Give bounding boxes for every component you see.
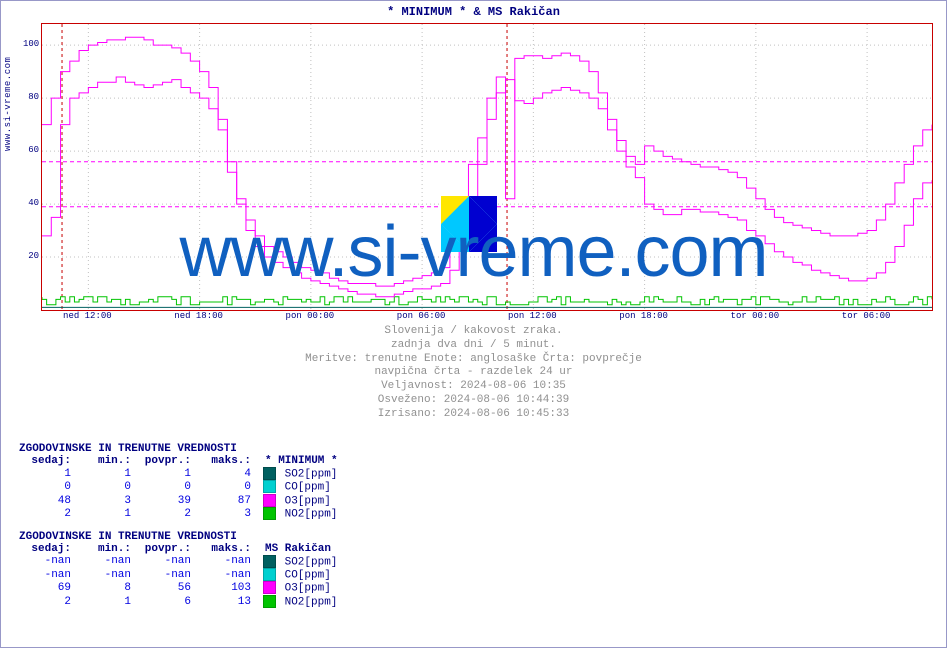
value-cell: -nan bbox=[19, 568, 79, 581]
values-table: sedaj:min.:povpr.:maks.:* MINIMUM *1114 … bbox=[19, 455, 346, 521]
color-swatch bbox=[263, 555, 276, 568]
y-tick-label: 100 bbox=[23, 39, 39, 49]
chart-frame: www.si-vreme.com * MINIMUM * & MS Rakiča… bbox=[0, 0, 947, 648]
x-tick-label: tor 06:00 bbox=[842, 311, 891, 321]
plot-svg bbox=[42, 24, 932, 310]
side-url-label: www.si-vreme.com bbox=[3, 57, 13, 151]
x-tick-label: tor 00:00 bbox=[731, 311, 780, 321]
table-heading: ZGODOVINSKE IN TRENUTNE VREDNOSTI bbox=[19, 443, 346, 455]
y-tick-label: 40 bbox=[23, 198, 39, 208]
value-cell: -nan bbox=[19, 555, 79, 568]
color-swatch bbox=[263, 467, 276, 480]
value-cell: 0 bbox=[199, 480, 259, 493]
value-cell: -nan bbox=[139, 555, 199, 568]
y-tick-label: 20 bbox=[23, 251, 39, 261]
value-cell: 2 bbox=[19, 507, 79, 520]
series-name-cell: CO[ppm] bbox=[259, 480, 346, 493]
value-cell: 1 bbox=[19, 467, 79, 480]
color-swatch bbox=[263, 480, 276, 493]
col-header: min.: bbox=[79, 455, 139, 467]
caption-line: Meritve: trenutne Enote: anglosaške Črta… bbox=[1, 353, 946, 367]
caption-line: Slovenija / kakovost zraka. bbox=[1, 325, 946, 339]
x-tick-label: pon 12:00 bbox=[508, 311, 557, 321]
value-cell: -nan bbox=[139, 568, 199, 581]
caption-line: navpična črta - razdelek 24 ur bbox=[1, 366, 946, 380]
table-row: -nan-nan-nan-nan SO2[ppm] bbox=[19, 555, 345, 568]
table-row: 4833987 O3[ppm] bbox=[19, 494, 346, 507]
caption-line: Veljavnost: 2024-08-06 10:35 bbox=[1, 380, 946, 394]
x-tick-label: ned 18:00 bbox=[174, 311, 223, 321]
value-cell: 1 bbox=[79, 507, 139, 520]
col-header: sedaj: bbox=[19, 455, 79, 467]
table-row: 21613 NO2[ppm] bbox=[19, 595, 345, 608]
col-header: min.: bbox=[79, 543, 139, 555]
value-cell: 56 bbox=[139, 581, 199, 594]
color-swatch bbox=[263, 568, 276, 581]
series-name-cell: CO[ppm] bbox=[259, 568, 345, 581]
value-cell: 1 bbox=[79, 595, 139, 608]
table-row: -nan-nan-nan-nan CO[ppm] bbox=[19, 568, 345, 581]
value-cell: 48 bbox=[19, 494, 79, 507]
col-header: sedaj: bbox=[19, 543, 79, 555]
value-cell: 8 bbox=[79, 581, 139, 594]
color-swatch bbox=[263, 507, 276, 520]
col-header: povpr.: bbox=[139, 543, 199, 555]
col-header: povpr.: bbox=[139, 455, 199, 467]
value-cell: 2 bbox=[139, 507, 199, 520]
series-name-cell: O3[ppm] bbox=[259, 581, 345, 594]
series-name-cell: NO2[ppm] bbox=[259, 595, 345, 608]
value-cell: -nan bbox=[199, 555, 259, 568]
series-name-cell: SO2[ppm] bbox=[259, 467, 346, 480]
chart-title: * MINIMUM * & MS Rakičan bbox=[1, 5, 946, 19]
table-heading: ZGODOVINSKE IN TRENUTNE VREDNOSTI bbox=[19, 531, 346, 543]
value-cell: 3 bbox=[79, 494, 139, 507]
value-cell: 1 bbox=[79, 467, 139, 480]
values-table: sedaj:min.:povpr.:maks.:MS Rakičan-nan-n… bbox=[19, 543, 345, 609]
value-cell: -nan bbox=[79, 555, 139, 568]
value-cell: 6 bbox=[139, 595, 199, 608]
col-header: maks.: bbox=[199, 543, 259, 555]
caption-line: Izrisano: 2024-08-06 10:45:33 bbox=[1, 408, 946, 422]
color-swatch bbox=[263, 581, 276, 594]
series-name-cell: SO2[ppm] bbox=[259, 555, 345, 568]
value-cell: 3 bbox=[199, 507, 259, 520]
value-cell: -nan bbox=[79, 568, 139, 581]
value-cell: 39 bbox=[139, 494, 199, 507]
value-cell: 4 bbox=[199, 467, 259, 480]
x-tick-label: pon 18:00 bbox=[619, 311, 668, 321]
caption-block: Slovenija / kakovost zraka.zadnja dva dn… bbox=[1, 325, 946, 421]
table-row: 0000 CO[ppm] bbox=[19, 480, 346, 493]
color-swatch bbox=[263, 595, 276, 608]
value-cell: 87 bbox=[199, 494, 259, 507]
value-cell: 1 bbox=[139, 467, 199, 480]
color-swatch bbox=[263, 494, 276, 507]
table-row: 69856103 O3[ppm] bbox=[19, 581, 345, 594]
value-cell: 0 bbox=[79, 480, 139, 493]
caption-line: Osveženo: 2024-08-06 10:44:39 bbox=[1, 394, 946, 408]
value-cell: 0 bbox=[139, 480, 199, 493]
plot-area bbox=[41, 23, 933, 311]
caption-line: zadnja dva dni / 5 minut. bbox=[1, 339, 946, 353]
series-name-cell: NO2[ppm] bbox=[259, 507, 346, 520]
table-row: 1114 SO2[ppm] bbox=[19, 467, 346, 480]
group-label: * MINIMUM * bbox=[259, 455, 346, 467]
group-label: MS Rakičan bbox=[259, 543, 345, 555]
value-cell: -nan bbox=[199, 568, 259, 581]
x-tick-label: ned 12:00 bbox=[63, 311, 112, 321]
value-cell: 103 bbox=[199, 581, 259, 594]
col-header: maks.: bbox=[199, 455, 259, 467]
value-cell: 69 bbox=[19, 581, 79, 594]
y-tick-label: 60 bbox=[23, 145, 39, 155]
x-tick-label: pon 00:00 bbox=[286, 311, 335, 321]
value-cell: 0 bbox=[19, 480, 79, 493]
series-name-cell: O3[ppm] bbox=[259, 494, 346, 507]
y-tick-label: 80 bbox=[23, 92, 39, 102]
data-tables: ZGODOVINSKE IN TRENUTNE VREDNOSTIsedaj:m… bbox=[19, 433, 346, 608]
table-row: 2123 NO2[ppm] bbox=[19, 507, 346, 520]
x-tick-label: pon 06:00 bbox=[397, 311, 446, 321]
value-cell: 13 bbox=[199, 595, 259, 608]
value-cell: 2 bbox=[19, 595, 79, 608]
